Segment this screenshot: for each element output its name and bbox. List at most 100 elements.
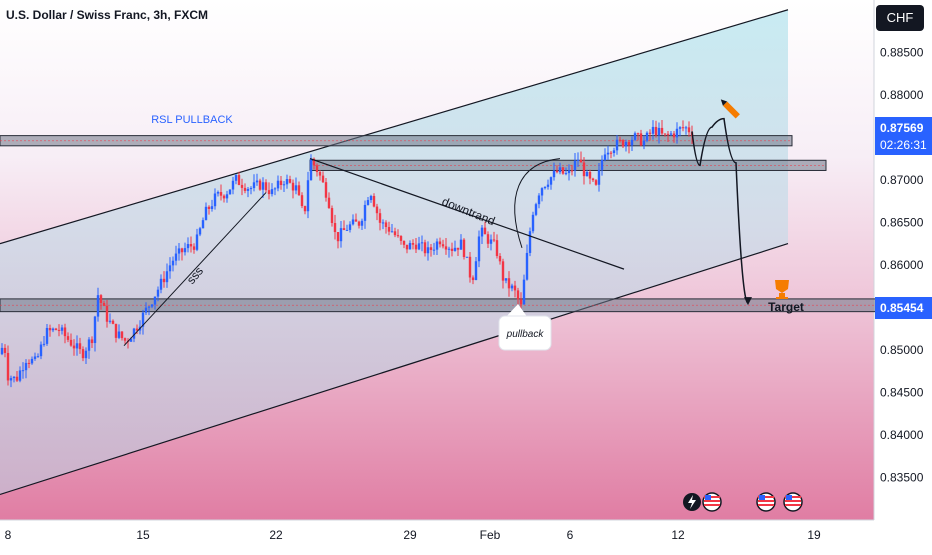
candle-body: [459, 239, 463, 250]
candle-body: [231, 180, 235, 190]
candle-body: [210, 206, 214, 209]
time-tick-label: 8: [5, 528, 12, 542]
candle-body: [486, 234, 490, 244]
candle-body: [171, 260, 175, 266]
candle-body: [660, 127, 664, 134]
candle-body: [225, 194, 229, 199]
candle-body: [162, 278, 166, 283]
candle-body: [69, 339, 73, 346]
candle-body: [621, 140, 625, 147]
candle-body: [252, 182, 256, 189]
candle-body: [519, 299, 523, 305]
candle-body: [207, 206, 211, 209]
candle-body: [165, 271, 169, 283]
candle-body: [378, 213, 382, 223]
candle-body: [471, 277, 475, 281]
candle-body: [513, 285, 517, 291]
candle-body: [147, 306, 151, 308]
candle-body: [561, 167, 565, 174]
price-tick-label: 0.83500: [880, 470, 924, 484]
candle-body: [132, 328, 136, 339]
candle-body: [135, 328, 139, 331]
event-icons[interactable]: [683, 492, 803, 512]
candle-body: [267, 190, 271, 195]
candle-body: [642, 140, 646, 146]
candle-body: [198, 228, 202, 235]
candle-body: [78, 343, 82, 350]
price-tick-label: 0.85000: [880, 343, 924, 357]
pullback-arrow: [514, 158, 561, 249]
candle-body: [36, 356, 40, 358]
candle-body: [534, 204, 538, 215]
candle-body: [48, 327, 52, 331]
candle-body: [222, 195, 226, 199]
candle-body: [387, 227, 391, 232]
candle-body: [564, 173, 568, 175]
candle-body: [87, 339, 91, 351]
candle-body: [0, 347, 4, 355]
candle-body: [552, 170, 556, 178]
candle-body: [558, 167, 562, 173]
candle-body: [672, 133, 676, 138]
candle-body: [228, 189, 232, 195]
candle-body: [342, 228, 346, 231]
trophy-icon: [775, 280, 789, 293]
candle-body: [369, 195, 373, 201]
candle-body: [456, 247, 460, 250]
candle-body: [366, 200, 370, 205]
candle-body: [42, 343, 46, 345]
candle-body: [411, 243, 415, 245]
price-tick-label: 0.84500: [880, 385, 924, 399]
candle-body: [609, 152, 613, 154]
candle-body: [18, 370, 22, 381]
candle-body: [156, 289, 160, 297]
us-flag-icon[interactable]: [783, 492, 803, 512]
us-flag-icon[interactable]: [702, 492, 722, 512]
channel-upper-line: [0, 9, 789, 245]
candle-body: [528, 231, 532, 253]
candle-body: [345, 229, 349, 231]
candle-body: [405, 244, 409, 250]
price-tick-label: 0.87000: [880, 173, 924, 187]
candle-body: [279, 180, 283, 185]
candle-body: [93, 316, 97, 344]
candle-body: [396, 235, 400, 237]
candle-body: [582, 162, 586, 177]
candle-body: [141, 312, 145, 327]
candle-body: [573, 160, 577, 171]
candle-body: [24, 362, 28, 371]
candle-body: [420, 242, 424, 244]
symbol-title[interactable]: U.S. Dollar / Swiss Franc, 3h, FXCM: [6, 8, 209, 22]
candle-body: [273, 188, 277, 190]
candle-body: [465, 256, 469, 258]
candle-body: [585, 171, 589, 177]
time-tick-label: 15: [136, 528, 150, 542]
candle-body: [492, 239, 496, 241]
candle-body: [189, 244, 193, 247]
us-flag-icon[interactable]: [756, 492, 776, 512]
candle-body: [477, 236, 481, 262]
candle-body: [363, 204, 367, 221]
candle-body: [555, 170, 559, 173]
candle-body: [333, 223, 337, 233]
price-tick-label: 0.88000: [880, 88, 924, 102]
candle-body: [60, 327, 64, 331]
candle-body: [57, 329, 61, 331]
candle-body: [663, 133, 667, 135]
candle-series: [0, 120, 694, 388]
candle-body: [426, 247, 430, 254]
candle-body: [600, 159, 604, 170]
candle-body: [384, 222, 388, 228]
candle-body: [444, 246, 448, 250]
candle-body: [435, 241, 439, 250]
candle-body: [72, 345, 76, 349]
currency-button[interactable]: CHF: [876, 5, 924, 31]
candle-body: [627, 141, 631, 146]
candle-body: [468, 256, 472, 278]
candle-body: [321, 175, 325, 183]
candle-body: [588, 171, 592, 179]
time-ticks: 8 15 22 29 Feb 6 12 19: [5, 528, 821, 542]
candle-body: [648, 132, 652, 134]
pullback-label: pullback: [506, 329, 545, 340]
